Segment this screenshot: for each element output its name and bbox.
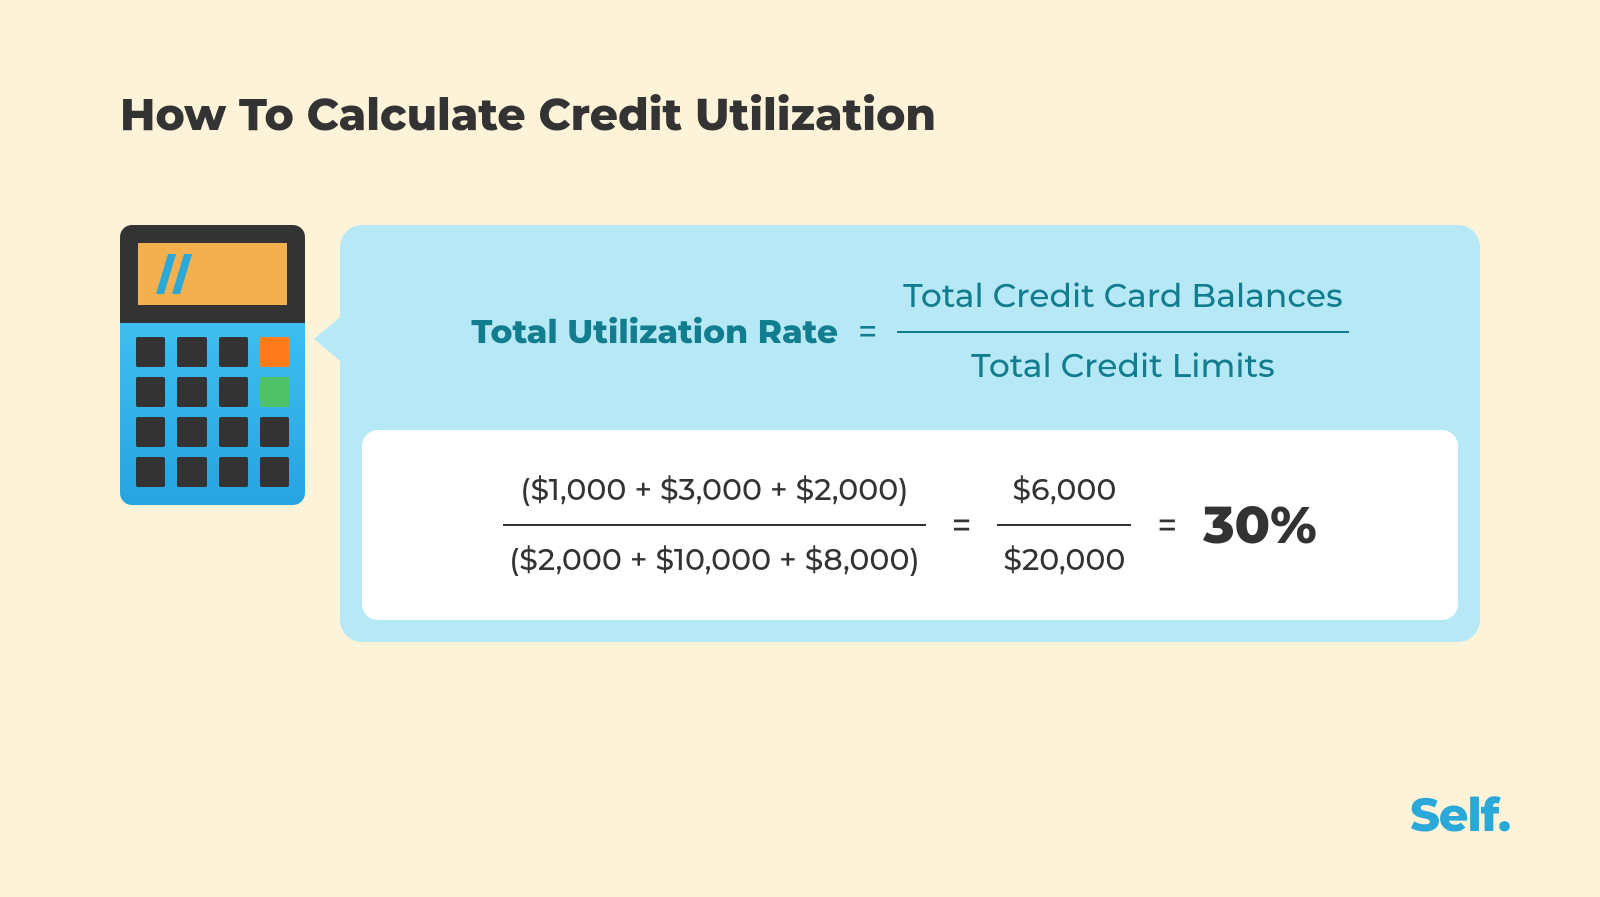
calculator-key [219,377,248,407]
calculator-key [136,417,165,447]
example-numerator-1: ($1,000 + $3,000 + $2,000) [514,472,914,508]
calculator-key [177,457,206,487]
calculator-key [177,337,206,367]
fraction-bar [503,524,925,526]
calculator-icon [120,225,305,505]
formula-row: Total Utilization Rate = Total Credit Ca… [340,225,1480,430]
page-title: How To Calculate Credit Utilization [120,88,936,142]
fraction-bar [997,524,1131,526]
calculator-key [177,417,206,447]
formula-denominator: Total Credit Limits [965,347,1280,387]
calculator-key [136,457,165,487]
example-result: 30% [1203,494,1317,557]
example-equals-2: = [1157,504,1177,546]
calculator-key [136,337,165,367]
formula-lhs: Total Utilization Rate [471,312,838,352]
example-fraction-1: ($1,000 + $3,000 + $2,000) ($2,000 + $10… [503,472,925,578]
calculator-key [260,377,289,407]
formula-fraction: Total Credit Card Balances Total Credit … [897,277,1348,386]
calculator-key [136,377,165,407]
speech-pointer [314,317,340,361]
fraction-bar [897,331,1348,333]
calculator-key [219,457,248,487]
example-fraction-2: $6,000 $20,000 [997,472,1131,578]
example-denominator-2: $20,000 [997,542,1131,578]
calculator-screen [138,243,287,305]
calculator-key [177,377,206,407]
calculator-key [260,417,289,447]
calculator-key [260,337,289,367]
calculator-key [219,417,248,447]
example-panel: ($1,000 + $3,000 + $2,000) ($2,000 + $10… [362,430,1458,620]
formula-card: Total Utilization Rate = Total Credit Ca… [340,225,1480,642]
calculator-top [120,225,305,323]
formula-numerator: Total Credit Card Balances [897,277,1348,317]
example-denominator-1: ($2,000 + $10,000 + $8,000) [503,542,925,578]
formula-equals: = [858,312,877,352]
calculator-key [260,457,289,487]
calculator-body [120,323,305,505]
brand-logo: Self. [1410,786,1510,843]
calculator-key [219,337,248,367]
example-equals-1: = [952,504,972,546]
example-numerator-2: $6,000 [1006,472,1122,508]
